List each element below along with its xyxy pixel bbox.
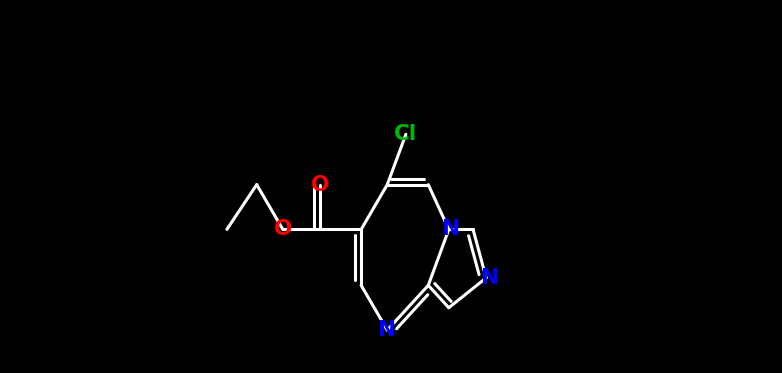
Text: Cl: Cl [394, 124, 418, 144]
Text: N: N [442, 219, 460, 239]
Text: N: N [378, 320, 396, 340]
Text: O: O [274, 219, 292, 239]
Text: N: N [481, 268, 499, 288]
Text: O: O [311, 175, 329, 195]
